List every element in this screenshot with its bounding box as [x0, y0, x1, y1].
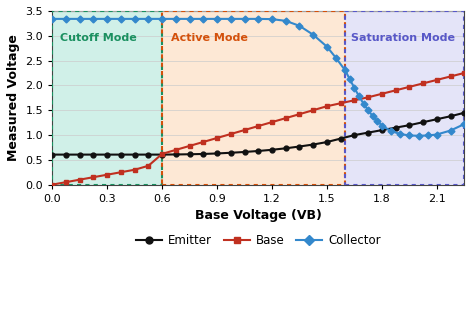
Bar — [162, 11, 345, 185]
Text: Saturation Mode: Saturation Mode — [351, 33, 455, 43]
Legend: Emitter, Base, Collector: Emitter, Base, Collector — [131, 229, 385, 252]
Bar — [345, 11, 464, 185]
Text: Active Mode: Active Mode — [171, 33, 248, 43]
Text: Cutoff Mode: Cutoff Mode — [60, 33, 137, 43]
X-axis label: Base Voltage (VB): Base Voltage (VB) — [195, 209, 322, 222]
Y-axis label: Measured Voltage: Measured Voltage — [7, 34, 20, 161]
Bar — [52, 11, 162, 185]
